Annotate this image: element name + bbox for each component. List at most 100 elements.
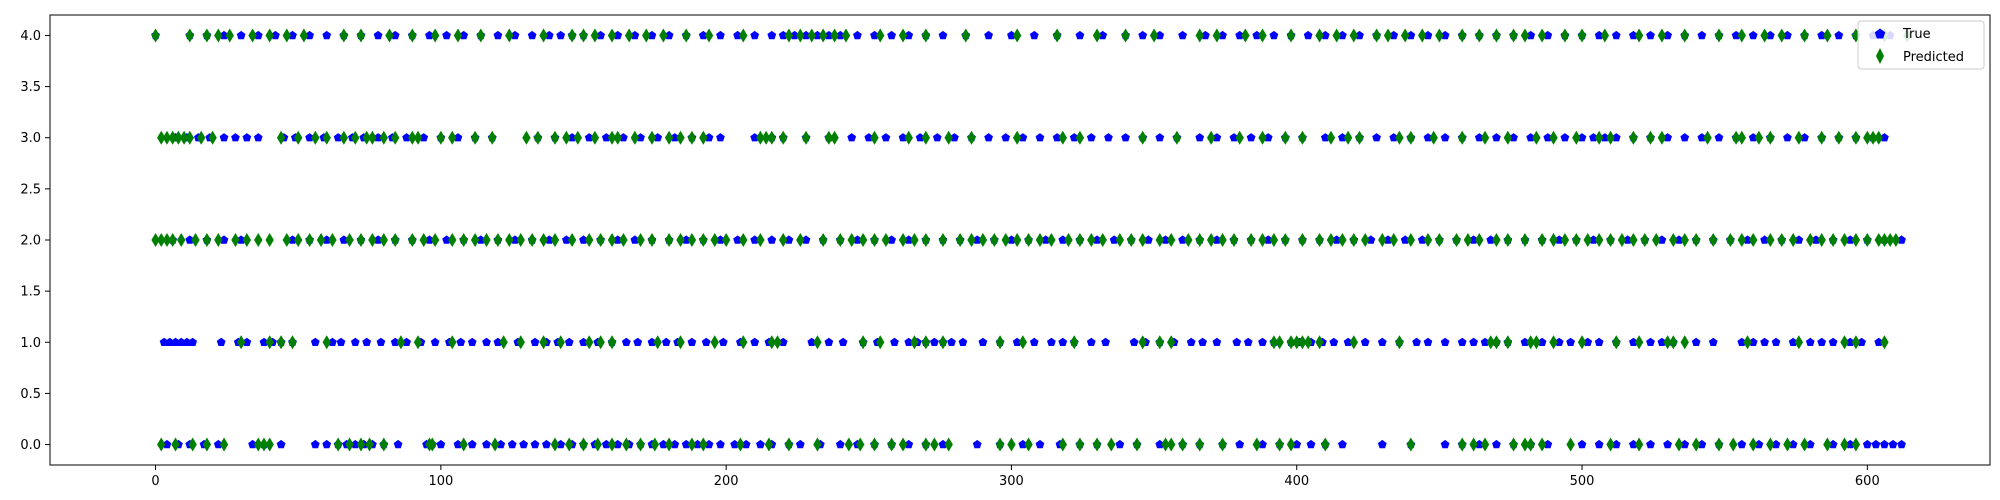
predicted-point [322,130,331,145]
predicted-point [562,130,571,145]
true-point [1440,439,1450,449]
true-point [442,235,451,244]
predicted-point [1458,28,1467,43]
predicted-point [607,335,617,350]
predicted-point [1503,335,1513,350]
predicted-point [1195,437,1204,452]
true-point [930,337,939,346]
y-tick-label: 3.0 [20,131,41,146]
predicted-point [710,233,719,247]
true-point [1737,439,1747,449]
true-point [1663,30,1672,40]
predicted-point [1092,28,1102,43]
true-point [750,30,760,40]
predicted-point [493,233,503,247]
true-point [1360,337,1370,346]
predicted-point [1669,335,1678,350]
true-point [1212,133,1222,142]
predicted-point [356,28,366,43]
true-point [1329,337,1339,346]
true-point [248,439,257,449]
predicted-point [533,130,543,145]
predicted-point [1075,233,1085,247]
true-point [1783,30,1792,40]
predicted-point [930,437,939,452]
predicted-point [1549,130,1558,145]
true-point [1897,439,1906,449]
true-point [159,337,169,346]
true-point [373,235,383,244]
legend-label-predicted: Predicted [1903,50,1964,65]
predicted-point [1503,233,1513,247]
true-point [1389,133,1399,142]
predicted-point [1629,233,1638,247]
predicted-point [1161,437,1170,452]
predicted-point [1794,335,1804,350]
predicted-point [1806,233,1815,247]
true-point [1338,133,1347,142]
true-point [1663,439,1672,449]
true-point [750,133,760,142]
true-point [219,235,229,244]
predicted-point [1024,233,1033,247]
predicted-point [779,233,788,247]
predicted-point [622,437,631,452]
true-point [219,30,229,40]
true-point [530,439,540,449]
predicted-point [636,437,645,452]
true-point [664,30,674,40]
true-point [630,30,640,40]
predicted-point [1018,335,1028,350]
predicted-point [844,437,854,452]
predicted-point [1851,233,1861,247]
true-point [1543,133,1553,142]
true-point [1880,133,1889,142]
true-point [322,235,332,244]
true-point [1263,235,1273,244]
true-point [1332,235,1342,244]
predicted-point [1749,233,1758,247]
true-point [1086,337,1096,346]
predicted-point [1729,437,1738,452]
true-point [947,337,956,346]
true-point [613,439,623,449]
predicted-point [1321,437,1330,452]
true-point [467,337,477,346]
predicted-point [1349,28,1358,43]
predicted-point [550,437,560,452]
true-point [756,439,765,449]
predicted-point [796,233,805,247]
true-point [733,30,742,40]
true-point [1383,235,1393,244]
predicted-point [1777,28,1786,43]
predicted-point [1087,233,1096,247]
true-point [1041,235,1051,244]
predicted-point [585,233,594,247]
true-point [1235,30,1245,40]
true-point [482,337,491,346]
predicted-point [1024,437,1033,452]
predicted-point [642,28,651,43]
predicted-point [1372,28,1381,43]
predicted-point [208,130,217,145]
predicted-point [1206,233,1216,247]
true-point [1888,439,1898,449]
predicted-point [459,233,468,247]
predicted-point [1361,233,1370,247]
predicted-point [682,28,691,43]
predicted-point [1691,233,1701,247]
predicted-point [162,233,172,247]
true-point [1343,337,1353,346]
predicted-point [365,437,374,452]
predicted-point [459,437,468,452]
predicted-point [818,233,828,247]
true-point [1754,439,1764,449]
predicted-point [1486,335,1495,350]
predicted-point [938,233,948,247]
true-point [567,133,577,142]
predicted-point [539,335,548,350]
true-point [271,30,280,40]
predicted-point [254,437,263,452]
x-tick-label: 0 [151,474,159,489]
predicted-point [858,233,868,247]
